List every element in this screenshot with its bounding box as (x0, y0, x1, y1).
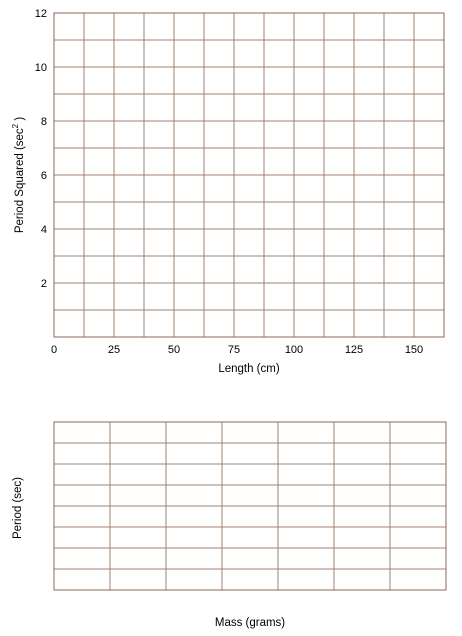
chart2-x-axis-label: Mass (grams) (215, 617, 285, 629)
chart1-y-axis-label: Period Squared (sec2 ) (11, 117, 26, 233)
chart1-x-tick-labels: 0 25 50 75 100 125 150 (51, 344, 423, 356)
chart1-x-tick-label: 50 (168, 344, 180, 356)
chart1-y-tick-labels: 2 4 6 8 10 12 (35, 8, 47, 290)
chart1-x-tick-label: 25 (108, 344, 120, 356)
chart2-grid (54, 422, 446, 590)
chart1-grid (54, 13, 444, 337)
chart1-plot-area (53, 12, 445, 338)
chart1-x-tick-label: 125 (345, 344, 363, 356)
period-squared-vs-length-chart: 0 25 50 75 100 125 150 2 4 6 8 10 12 Length (cm) Pe… (11, 8, 445, 375)
chart1-y-tick-label: 6 (41, 170, 47, 182)
period-vs-mass-chart: Mass (grams) Period (sec) (12, 421, 447, 629)
chart1-y-axis-label-close: ) (14, 117, 26, 124)
chart1-y-tick-label: 12 (35, 8, 47, 20)
chart1-x-axis-label: Length (cm) (218, 363, 280, 375)
chart1-x-tick-label: 0 (51, 344, 57, 356)
chart1-y-axis-label-superscript: 2 (11, 123, 20, 128)
chart1-y-tick-label: 10 (35, 62, 47, 74)
chart2-y-axis-label: Period (sec) (12, 477, 24, 539)
chart1-y-tick-label: 2 (41, 278, 47, 290)
chart1-x-tick-label: 150 (405, 344, 423, 356)
chart1-x-tick-label: 75 (228, 344, 240, 356)
chart1-y-tick-label: 8 (41, 116, 47, 128)
chart1-y-tick-label: 4 (41, 224, 47, 236)
chart2-plot-area (53, 421, 447, 591)
chart1-x-tick-label: 100 (285, 344, 303, 356)
chart1-y-axis-label-main: Period Squared (sec (14, 128, 26, 233)
